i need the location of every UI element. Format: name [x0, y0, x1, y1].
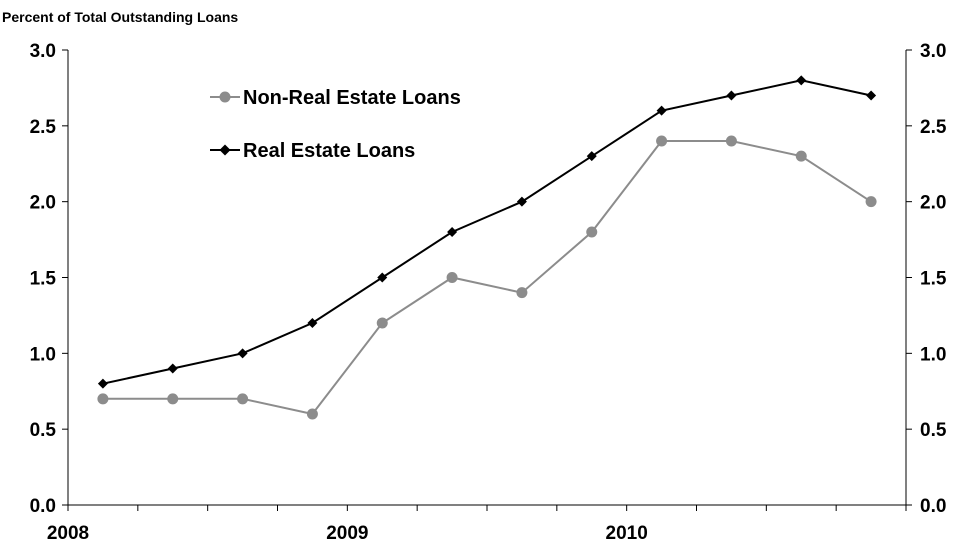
legend-marker-non-real-estate	[219, 91, 231, 103]
x-tick-label: 2008	[47, 523, 89, 544]
legend-label-non-real-estate: Non-Real Estate Loans	[243, 87, 461, 109]
y-tick-label-right: 2.0	[920, 193, 946, 214]
y-tick-label-left: 0.0	[30, 496, 56, 517]
data-point-non-real-estate-loans	[656, 135, 668, 147]
y-tick-label-right: 0.5	[920, 420, 947, 441]
y-tick-label-left: 1.5	[30, 269, 57, 290]
legend-item-real-estate: Real Estate Loans	[210, 140, 415, 162]
data-point-real-estate-loans	[237, 348, 248, 359]
y-tick-label-right: 0.0	[920, 496, 946, 517]
y-tick-label-right: 2.5	[920, 117, 947, 138]
data-point-real-estate-loans	[97, 378, 108, 389]
data-point-non-real-estate-loans	[586, 226, 598, 238]
data-point-real-estate-loans	[586, 151, 597, 162]
legend-label-real-estate: Real Estate Loans	[243, 140, 415, 162]
legend: Non-Real Estate Loans Real Estate Loans	[210, 87, 461, 162]
y-tick-label-left: 1.0	[30, 344, 56, 365]
x-tick-label: 2009	[326, 523, 368, 544]
data-point-non-real-estate-loans	[97, 393, 109, 405]
y-tick-label-left: 3.0	[30, 41, 56, 62]
data-point-real-estate-loans	[656, 105, 667, 116]
x-tick-label: 2010	[606, 523, 648, 544]
y-tick-label-right: 1.0	[920, 344, 946, 365]
y-tick-label-left: 0.5	[30, 420, 57, 441]
data-point-real-estate-loans	[307, 318, 318, 328]
data-point-non-real-estate-loans	[306, 408, 318, 420]
data-point-non-real-estate-loans	[376, 317, 388, 329]
data-point-non-real-estate-loans	[725, 135, 737, 147]
legend-marker-real-estate	[219, 144, 231, 156]
y-tick-label-left: 2.0	[30, 193, 56, 214]
data-point-non-real-estate-loans	[516, 287, 528, 299]
x-ticks: 2008 2009 2010	[47, 505, 907, 544]
data-point-non-real-estate-loans	[795, 150, 807, 162]
data-point-real-estate-loans	[726, 90, 737, 101]
y-tick-label-left: 2.5	[30, 117, 57, 138]
legend-item-non-real-estate: Non-Real Estate Loans	[210, 87, 461, 109]
y-ticks-left: 0.0 0.5 1.0 1.5 2.0 2.5 3.0	[30, 41, 68, 517]
y-tick-label-right: 1.5	[920, 269, 947, 290]
data-point-non-real-estate-loans	[865, 196, 877, 208]
data-point-real-estate-loans	[796, 75, 807, 86]
y-tick-label-right: 3.0	[920, 41, 946, 62]
y-ticks-right: 0.0 0.5 1.0 1.5 2.0 2.5 3.0	[906, 41, 947, 517]
axes	[67, 50, 907, 506]
y-axis-title: Percent of Total Outstanding Loans	[2, 9, 238, 25]
series-line-non-real-estate-loans	[102, 140, 872, 416]
data-point-real-estate-loans	[866, 90, 877, 101]
data-point-non-real-estate-loans	[237, 393, 249, 405]
data-point-real-estate-loans	[167, 363, 178, 374]
data-point-non-real-estate-loans	[167, 393, 179, 405]
series-line-real-estate-loans	[102, 79, 872, 385]
data-point-real-estate-loans	[516, 196, 527, 207]
series-layer	[97, 75, 877, 420]
data-point-real-estate-loans	[447, 227, 458, 237]
data-point-non-real-estate-loans	[446, 272, 458, 283]
data-point-real-estate-loans	[377, 272, 388, 283]
